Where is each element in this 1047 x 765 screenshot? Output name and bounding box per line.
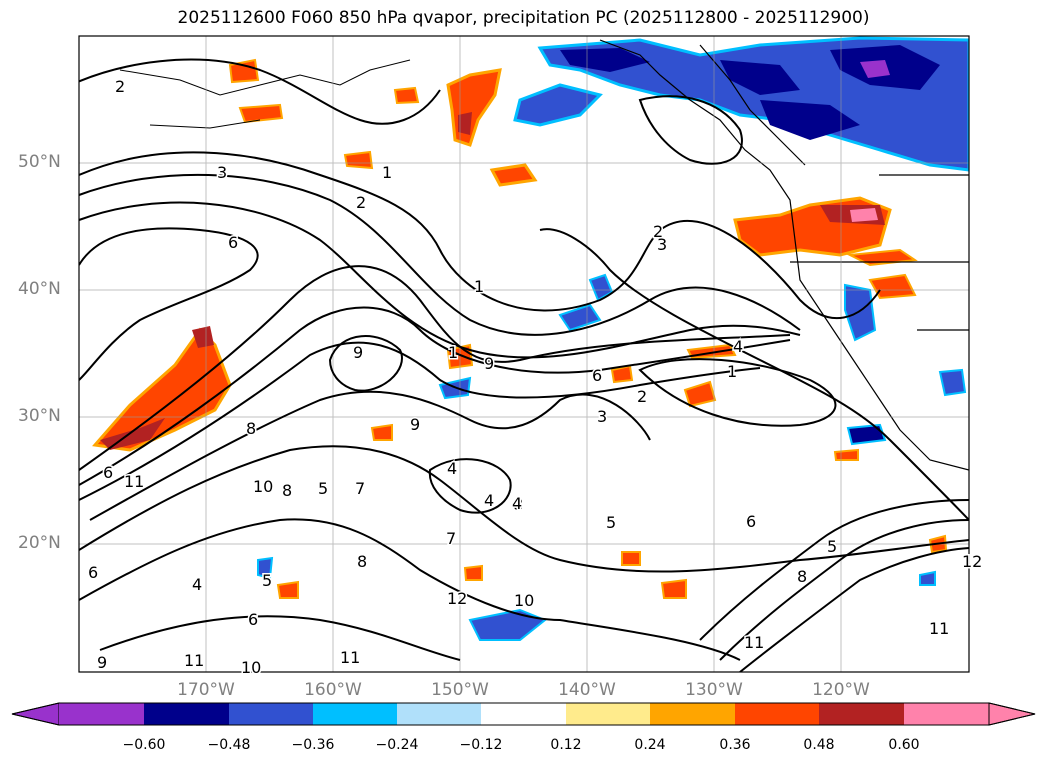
colorbar (11, 702, 1036, 726)
lat-label: 30°N (18, 406, 61, 426)
contour-label: 10 (514, 591, 534, 610)
colorbar-segment (904, 703, 989, 725)
contour-label: 1 (448, 343, 458, 362)
colorbar-tick-label: −0.24 (375, 737, 419, 753)
contour-label: 11 (744, 633, 764, 652)
colorbar-segment (59, 703, 144, 725)
contour-label: 2 (653, 222, 663, 241)
contour-label: 9 (484, 354, 494, 373)
contour-label: 12 (447, 589, 467, 608)
contour-label: 4 (447, 459, 457, 478)
precip-negative-areas (257, 36, 969, 641)
contour-label: 8 (246, 419, 256, 438)
colorbar-tick-label: 0.24 (634, 737, 666, 753)
contour-label: 11 (929, 619, 949, 638)
map-background (79, 36, 969, 672)
lat-label: 20°N (18, 533, 61, 553)
lat-label: 50°N (18, 152, 61, 172)
colorbar-segment (566, 703, 650, 725)
colorbar-tick-label: 0.48 (803, 737, 835, 753)
contour-label: 6 (248, 610, 258, 629)
lon-label: 170°W (177, 680, 235, 700)
contour-label: 11 (340, 648, 360, 667)
contour-label: 5 (606, 513, 616, 532)
lon-label: 160°W (304, 680, 362, 700)
contour-label: 8 (282, 481, 292, 500)
contour-label: 2 (637, 387, 647, 406)
colorbar-segment (229, 703, 313, 725)
contour-label: 8 (797, 567, 807, 586)
colorbar-tick-label: 0.12 (550, 737, 582, 753)
contour-label: 5 (262, 571, 272, 590)
colorbar-extend-high (988, 702, 1036, 726)
contour-label: 11 (124, 472, 144, 491)
contour-label: 10 (253, 477, 273, 496)
contour-label: 3 (597, 407, 607, 426)
qvapor-contours (79, 58, 969, 672)
contour-label: 4 (484, 491, 494, 510)
contour-label: 6 (746, 512, 756, 531)
contour-label: 5 (318, 479, 328, 498)
contour-label: 2 (356, 193, 366, 212)
colorbar-tick-label: −0.48 (207, 737, 251, 753)
coastlines (119, 39, 969, 471)
contour-label: 4 (192, 575, 202, 594)
contour-label: 8 (357, 552, 367, 571)
contour-label: 2 (115, 77, 125, 96)
contour-label: 10 (241, 658, 261, 677)
contour-label: 7 (355, 479, 365, 498)
contour-label: 9 (410, 415, 420, 434)
contour-label: 6 (88, 563, 98, 582)
contour-label: 12 (962, 552, 982, 571)
contour-label: 7 (446, 529, 456, 548)
colorbar-tick-label: −0.60 (122, 737, 166, 753)
contour-label: 3 (657, 235, 667, 254)
colorbar-segment (313, 703, 397, 725)
lat-label: 40°N (18, 279, 61, 299)
contour-label: 8 (513, 495, 523, 514)
contour-label: 6 (228, 233, 238, 252)
colorbar-segment (481, 703, 566, 725)
colorbar-segment (735, 703, 819, 725)
map-frame (78, 35, 970, 673)
contour-label: 5 (827, 537, 837, 556)
contour-label: 1 (727, 362, 737, 381)
contour-label: 4 (512, 494, 522, 513)
colorbar-segment (144, 703, 229, 725)
lon-label: 140°W (558, 680, 616, 700)
contour-label: 6 (592, 366, 602, 385)
contour-label: 6 (103, 463, 113, 482)
contour-label: 3 (217, 163, 227, 182)
colorbar-tick-label: 0.60 (888, 737, 920, 753)
colorbar-segment (650, 703, 735, 725)
colorbar-tick-label: −0.36 (291, 737, 335, 753)
lon-label: 150°W (431, 680, 489, 700)
figure-title: 2025112600 F060 850 hPa qvapor, precipit… (177, 8, 870, 28)
contour-label: 11 (184, 651, 204, 670)
colorbar-segment (397, 703, 481, 725)
contour-label: 1 (474, 277, 484, 296)
contour-label: 9 (97, 653, 107, 672)
graticule (79, 36, 969, 672)
contour-label: 4 (733, 337, 743, 356)
colorbar-extend-low (11, 702, 60, 726)
contour-label: 1 (382, 163, 392, 182)
lon-label: 120°W (812, 680, 870, 700)
lon-label: 130°W (685, 680, 743, 700)
contour-label: 9 (353, 343, 363, 362)
colorbar-segment (819, 703, 904, 725)
colorbar-tick-label: −0.12 (459, 737, 503, 753)
colorbar-tick-label: 0.36 (719, 737, 751, 753)
